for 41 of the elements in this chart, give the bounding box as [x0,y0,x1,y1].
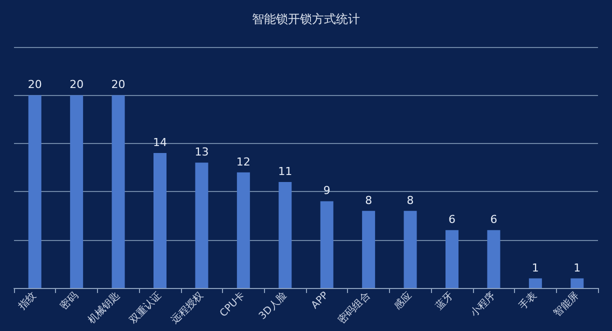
bar [362,210,376,288]
bar [112,95,125,288]
x-tick-label: 小程序 [468,289,498,320]
bar [278,182,292,288]
data-label: 20 [28,78,42,92]
data-label: 11 [278,164,292,178]
x-tick-label: 密码组合 [336,289,372,326]
x-tick-label: 密码 [58,289,80,312]
x-tick-label: 机械钥匙 [85,289,122,326]
bar [404,210,417,288]
x-tick-label: 双重认证 [127,289,164,326]
data-label: 8 [406,194,414,207]
x-tick-label: 手表 [516,289,540,312]
bar [195,162,208,288]
data-label: 13 [194,146,209,159]
x-tick-label: 感应 [392,289,414,312]
bar [320,201,334,288]
x-tick-label: 远程授权 [168,289,206,326]
x-tick-label: 智能屏 [551,289,582,320]
bar [70,95,84,288]
data-label: 20 [70,78,84,92]
data-label: 20 [111,78,126,92]
data-label: 6 [490,213,498,226]
data-label: 8 [365,194,372,207]
data-label: 12 [236,155,250,168]
bar [28,95,42,288]
bar [236,172,250,288]
x-tick-label: 蓝牙 [433,289,456,312]
x-tick-label: 指纹 [15,289,39,313]
data-label: 6 [448,213,456,226]
data-label: 9 [323,184,330,198]
chart-title: 智能锁开锁方式统计 [252,12,360,26]
x-tick-label: 3D人脸 [256,289,290,322]
bar [154,153,166,288]
bar [570,278,584,288]
data-label: 14 [153,136,167,150]
data-label: 1 [574,261,581,274]
data-label: 1 [532,261,539,274]
bar [487,230,500,288]
bar [446,230,458,288]
bar [528,278,542,288]
